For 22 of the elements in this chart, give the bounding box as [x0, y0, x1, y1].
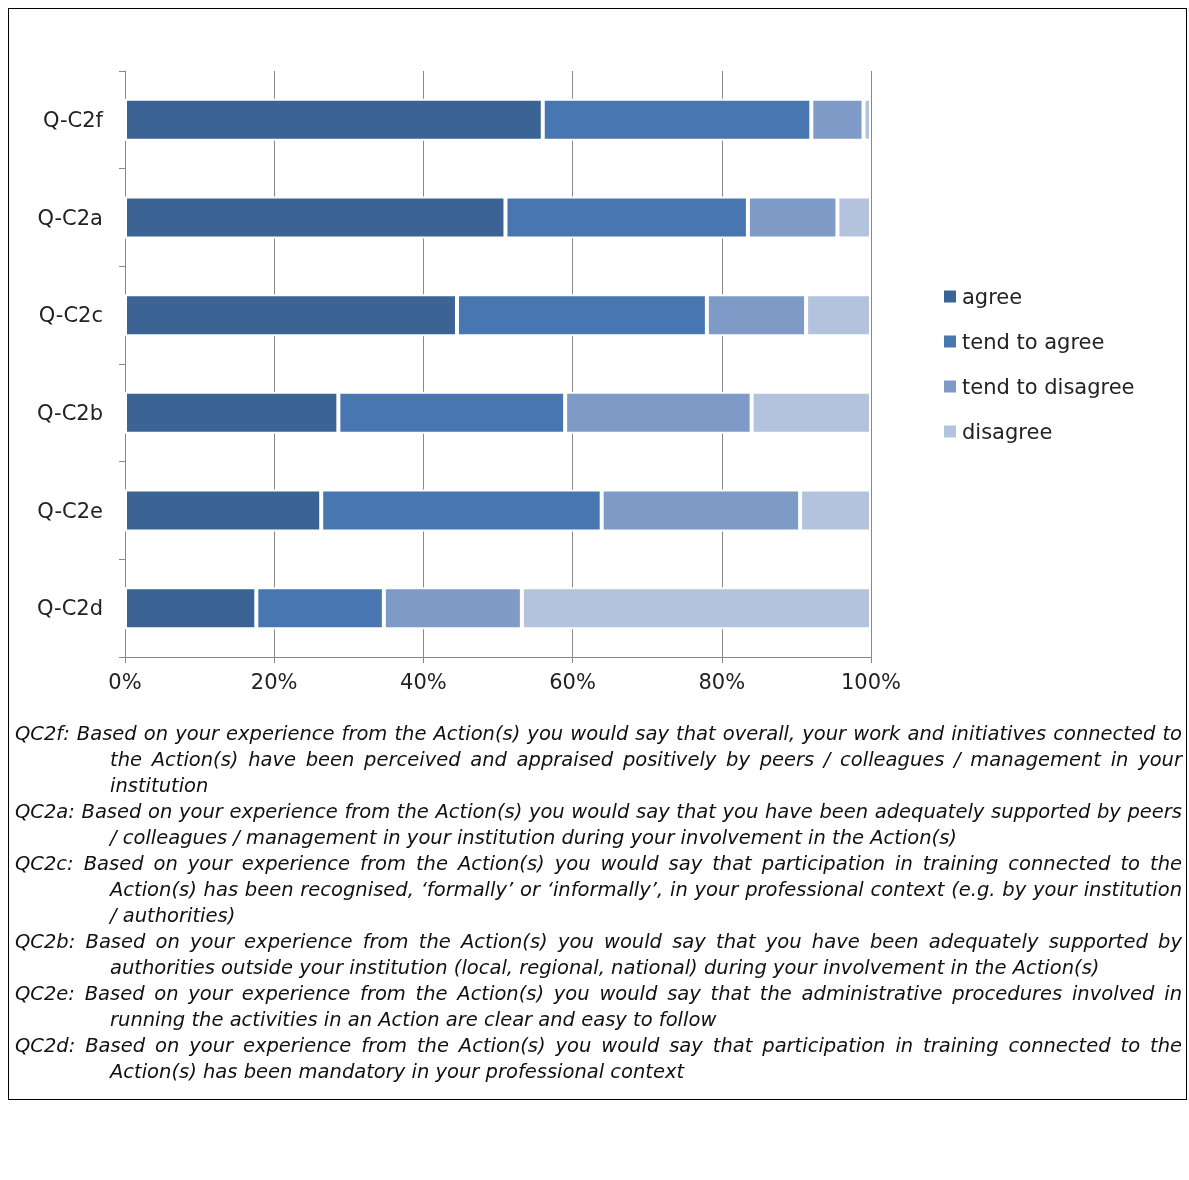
x-tick-label: 60%: [549, 669, 596, 694]
y-tick-label: Q-C2f: [42, 107, 104, 132]
y-tick-label: Q-C2b: [36, 400, 103, 425]
text: QC2c: Based on your experience from the Action(s) you would say that participation in training connected to the Action(s) has been recognised, ‘formally’ or ‘informally’, in your professional context (e.g. by your institution / authorities): [15, 851, 1182, 929]
x-tick-label: 80%: [698, 669, 746, 694]
legend-label: disagree: [962, 419, 1053, 444]
y-tick-label: Q-C2d: [36, 596, 103, 621]
text: QC2e: Based on your experience from the Action(s) you would say that the administrative procedures involved in running the activities in an Action are clear and easy to follow: [15, 981, 1182, 1033]
legend-label: tend to disagree: [962, 374, 1135, 399]
text: QC2a: Based on your experience from the Action(s) you would say that you have been adequately supported by peers / colleagues / management in your institution during your involvement in the Action(s): [15, 799, 1182, 851]
x-tick-label: 100%: [840, 669, 902, 694]
x-tick-label: 20%: [250, 669, 298, 694]
text: QC2f: Based on your experience from the Action(s) you would say that overall, your work and initiatives connected to the Action(s) have been perceived and appraised positively by peers / colleagues / management in your institution: [15, 721, 1182, 799]
y-tick-label: Q-C2c: [38, 303, 103, 328]
legend-label: tend to agree: [962, 329, 1105, 354]
text: QC2b: Based on your experience from the Action(s) you would say that you have been adequately supported by authorities outside your institution (local, regional, national) during your involvement in the Action(s): [15, 929, 1182, 981]
y-tick-label: Q-C2e: [37, 498, 103, 523]
text: QC2d: Based on your experience from the Action(s) you would say that participation in training connected to the Action(s) has been mandatory in your professional context: [15, 1033, 1182, 1085]
x-tick-label: 0%: [108, 669, 142, 694]
y-tick-label: Q-C2a: [37, 205, 103, 230]
x-tick-label: 40%: [400, 669, 447, 694]
legend-label: agree: [962, 284, 1023, 309]
